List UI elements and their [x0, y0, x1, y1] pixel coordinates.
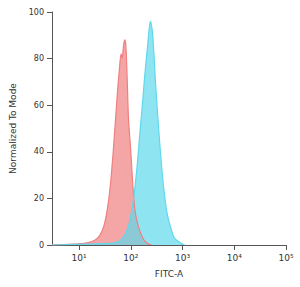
svg-text:60: 60 [34, 101, 44, 110]
svg-text:FITC-A: FITC-A [155, 269, 184, 279]
svg-text:10⁴: 10⁴ [227, 253, 242, 263]
svg-text:10²: 10² [123, 253, 138, 263]
svg-text:100: 100 [29, 8, 44, 17]
svg-text:0: 0 [39, 241, 44, 250]
svg-text:80: 80 [34, 54, 44, 63]
svg-text:Normalized To Mode: Normalized To Mode [8, 83, 18, 174]
svg-text:20: 20 [34, 194, 44, 203]
svg-text:40: 40 [34, 147, 44, 156]
svg-text:10⁵: 10⁵ [278, 253, 293, 263]
svg-text:10³: 10³ [175, 253, 190, 263]
svg-text:10¹: 10¹ [72, 253, 87, 263]
